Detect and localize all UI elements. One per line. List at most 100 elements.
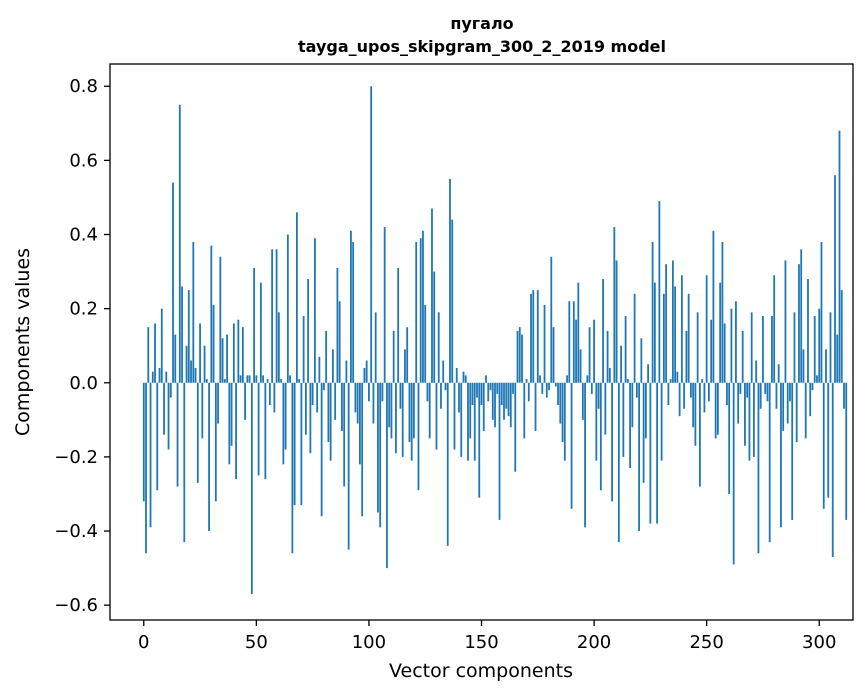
bar-273 xyxy=(757,382,760,554)
bar-270 xyxy=(750,312,753,383)
bar-19 xyxy=(185,345,188,383)
bar-178 xyxy=(543,304,546,383)
bar-172 xyxy=(530,293,532,383)
bar-289 xyxy=(793,312,796,383)
bar-49 xyxy=(253,267,255,383)
bar-37 xyxy=(226,334,228,383)
bar-147 xyxy=(473,382,476,461)
bar-302 xyxy=(822,382,825,509)
bar-60 xyxy=(277,312,280,383)
bar-224 xyxy=(647,364,650,383)
bar-34 xyxy=(219,256,222,383)
bar-279 xyxy=(771,316,773,383)
bar-42 xyxy=(237,319,240,383)
bar-235 xyxy=(671,260,674,383)
bar-264 xyxy=(737,382,740,424)
bar-97 xyxy=(361,382,364,517)
bar-25 xyxy=(199,323,201,383)
bar-114 xyxy=(399,382,402,409)
bar-251 xyxy=(708,382,710,402)
bar-238 xyxy=(678,382,681,417)
bar-65 xyxy=(289,375,292,383)
bar-225 xyxy=(649,382,652,524)
bar-206 xyxy=(606,330,609,383)
bar-8 xyxy=(160,308,163,383)
bar-275 xyxy=(762,316,764,383)
bar-1 xyxy=(145,382,147,554)
bar-31 xyxy=(212,304,215,383)
bar-56 xyxy=(268,382,271,406)
bar-145 xyxy=(469,382,472,439)
bar-32 xyxy=(214,382,217,502)
bar-284 xyxy=(782,382,785,431)
bar-214 xyxy=(624,316,627,383)
bar-269 xyxy=(748,382,751,461)
bar-4 xyxy=(151,371,154,383)
bar-159 xyxy=(500,382,503,406)
bar-81 xyxy=(325,330,328,383)
bar-53 xyxy=(262,375,264,383)
bar-90 xyxy=(345,360,348,383)
bar-202 xyxy=(597,382,600,409)
bar-119 xyxy=(410,382,413,461)
y-tick-label: 0.0 xyxy=(69,373,98,394)
bar-13 xyxy=(172,182,174,383)
bar-299 xyxy=(816,375,818,383)
bar-94 xyxy=(354,382,357,413)
bar-255 xyxy=(717,382,719,435)
bar-218 xyxy=(633,293,636,383)
bar-265 xyxy=(739,382,742,394)
y-tick-label: −0.4 xyxy=(54,521,98,542)
bar-271 xyxy=(753,382,755,457)
bar-104 xyxy=(377,382,379,513)
bar-192 xyxy=(575,319,577,383)
bar-125 xyxy=(424,304,427,383)
x-tick-label: 100 xyxy=(352,632,386,653)
bar-131 xyxy=(437,312,440,383)
bar-193 xyxy=(577,282,580,383)
bar-156 xyxy=(494,382,496,428)
bar-169 xyxy=(523,382,526,439)
bar-9 xyxy=(163,382,165,435)
bar-113 xyxy=(397,267,400,383)
bar-258 xyxy=(723,323,726,383)
bar-76 xyxy=(313,238,316,383)
bar-141 xyxy=(460,382,463,457)
bar-260 xyxy=(728,382,731,494)
bar-50 xyxy=(255,375,258,383)
bar-184 xyxy=(557,382,559,406)
bar-160 xyxy=(503,382,505,420)
bar-215 xyxy=(626,379,629,383)
bar-175 xyxy=(536,290,539,383)
bar-21 xyxy=(190,360,192,383)
bar-229 xyxy=(658,201,661,383)
bar-254 xyxy=(714,382,717,439)
bar-86 xyxy=(336,267,339,383)
bar-164 xyxy=(512,382,514,394)
bar-282 xyxy=(777,364,780,383)
bar-30 xyxy=(210,245,213,383)
bar-92 xyxy=(350,230,352,383)
bar-163 xyxy=(509,382,512,428)
bar-69 xyxy=(298,379,301,383)
bar-157 xyxy=(496,382,499,394)
bar-312 xyxy=(845,382,848,520)
bar-290 xyxy=(795,382,798,443)
bar-182 xyxy=(552,327,555,383)
bar-205 xyxy=(604,382,607,435)
x-tick-label: 50 xyxy=(245,632,268,653)
y-axis-label: Components values xyxy=(12,248,34,436)
bar-295 xyxy=(807,278,809,383)
bar-20 xyxy=(187,290,190,383)
bar-62 xyxy=(282,382,285,465)
bar-204 xyxy=(602,278,604,383)
bar-187 xyxy=(563,382,566,461)
x-tick-label: 200 xyxy=(577,632,611,653)
bar-248 xyxy=(701,379,704,383)
bar-132 xyxy=(440,382,442,409)
bar-143 xyxy=(464,375,467,383)
bar-122 xyxy=(417,382,420,491)
bar-195 xyxy=(581,382,584,420)
bar-310 xyxy=(840,290,843,383)
bar-128 xyxy=(431,208,433,383)
